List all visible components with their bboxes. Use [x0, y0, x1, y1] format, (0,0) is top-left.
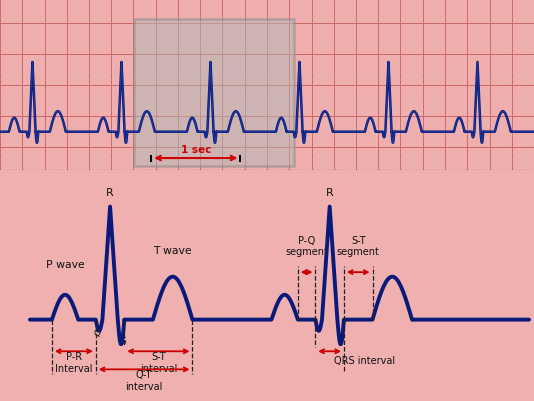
Text: Q-T
interval: Q-T interval: [125, 371, 163, 392]
Bar: [134, 18, 294, 166]
Text: P-R
Interval: P-R Interval: [55, 352, 92, 374]
Text: 1 sec: 1 sec: [180, 145, 211, 155]
Text: S: S: [121, 336, 126, 346]
Text: R: R: [326, 188, 334, 198]
Text: Q: Q: [93, 329, 100, 338]
Text: S-T
segment: S-T segment: [337, 236, 380, 257]
Text: S-T
interval: S-T interval: [140, 352, 177, 374]
Text: T wave: T wave: [153, 246, 192, 256]
Text: R: R: [106, 188, 114, 198]
Text: QRS interval: QRS interval: [334, 356, 395, 366]
Text: P wave: P wave: [46, 260, 84, 270]
Text: P-Q
segment: P-Q segment: [285, 236, 328, 257]
